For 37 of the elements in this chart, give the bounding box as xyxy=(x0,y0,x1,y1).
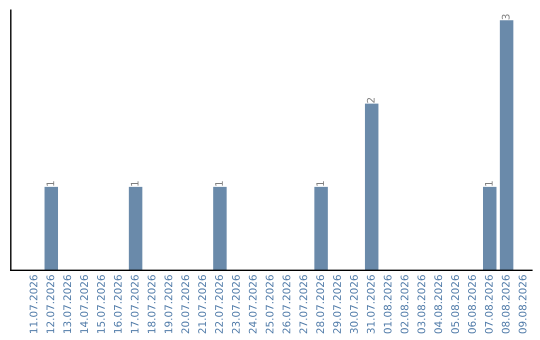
x-tick-label: 16.07.2026 xyxy=(114,275,122,333)
data-label: 1 xyxy=(485,181,493,186)
data-label: 2 xyxy=(366,98,375,103)
x-tick-label: 15.07.2026 xyxy=(97,275,105,333)
x-tick-label: 31.07.2026 xyxy=(366,275,375,334)
x-tick-label: 06.08.2026 xyxy=(468,275,476,334)
x-tick-label: 29.07.2026 xyxy=(333,275,341,334)
x-tick-label: 11.07.2026 xyxy=(30,275,38,333)
data-label: 1 xyxy=(130,181,138,186)
x-tick-label: 01.08.2026 xyxy=(384,275,392,334)
x-tick-label: 30.07.2026 xyxy=(350,275,358,334)
data-label: 1 xyxy=(46,181,54,186)
x-tick-label: 22.07.2026 xyxy=(215,275,223,334)
x-tick-label: 25.07.2026 xyxy=(266,275,274,334)
x-tick-label: 20.07.2026 xyxy=(181,275,190,334)
data-label: 3 xyxy=(502,14,510,20)
x-tick-label: 27.07.2026 xyxy=(299,275,308,334)
data-label: 1 xyxy=(316,181,324,186)
x-tick-label: 02.08.2026 xyxy=(400,275,408,334)
x-tick-label: 19.07.2026 xyxy=(164,275,172,333)
x-tick-label: 07.08.2026 xyxy=(484,275,493,334)
x-tick-label: 09.08.2026 xyxy=(518,275,526,334)
x-tick-label: 28.07.2026 xyxy=(316,275,324,334)
x-tick-label: 04.08.2026 xyxy=(434,275,442,334)
x-tick-label: 05.08.2026 xyxy=(451,275,460,334)
x-tick-label: 26.07.2026 xyxy=(282,275,290,334)
x-tick-label: 03.08.2026 xyxy=(417,275,426,334)
x-tick-label: 24.07.2026 xyxy=(248,275,257,334)
data-label: 1 xyxy=(215,181,223,186)
x-tick-label: 18.07.2026 xyxy=(148,275,156,333)
x-tick-label: 14.07.2026 xyxy=(80,275,88,333)
x-tick-label: 21.07.2026 xyxy=(198,275,206,334)
x-tick-label: 23.07.2026 xyxy=(232,275,240,334)
x-tick-label: 12.07.2026 xyxy=(46,275,54,333)
x-tick-label: 13.07.2026 xyxy=(63,275,72,333)
x-tick-label: 17.07.2026 xyxy=(130,275,139,333)
x-tick-label: 08.08.2026 xyxy=(502,275,510,334)
